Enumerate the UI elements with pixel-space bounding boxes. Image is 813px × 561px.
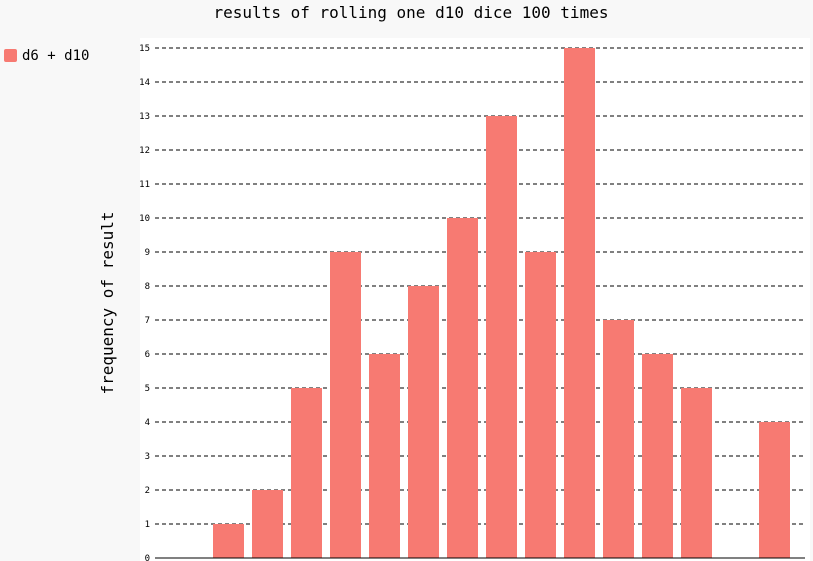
y-tick-label: 13: [139, 112, 150, 122]
bar[interactable]: [642, 354, 673, 558]
legend-swatch: [4, 49, 17, 62]
bar[interactable]: [291, 388, 322, 558]
y-tick-label: 7: [145, 316, 150, 326]
bar[interactable]: [330, 252, 361, 558]
y-tick-label: 1: [145, 520, 150, 530]
y-tick-label: 14: [139, 78, 150, 88]
bar[interactable]: [252, 490, 283, 558]
y-tick-label: 8: [145, 282, 150, 292]
bar[interactable]: [759, 422, 790, 558]
bar[interactable]: [681, 388, 712, 558]
bar[interactable]: [447, 218, 478, 558]
y-tick-label: 0: [145, 554, 150, 561]
chart-title: results of rolling one d10 dice 100 time…: [214, 3, 609, 22]
bar[interactable]: [525, 252, 556, 558]
y-tick-label: 6: [145, 350, 150, 360]
y-axis-label: frequency of result: [98, 211, 117, 394]
bar[interactable]: [486, 116, 517, 558]
y-tick-label: 9: [145, 248, 150, 258]
y-tick-label: 2: [145, 486, 150, 496]
bar[interactable]: [213, 524, 244, 558]
y-tick-label: 4: [145, 418, 150, 428]
bar[interactable]: [369, 354, 400, 558]
y-tick-label: 15: [139, 44, 150, 54]
y-tick-label: 12: [139, 146, 150, 156]
bar[interactable]: [408, 286, 439, 558]
bar[interactable]: [603, 320, 634, 558]
legend-label[interactable]: d6 + d10: [22, 48, 89, 64]
y-tick-label: 5: [145, 384, 150, 394]
y-tick-label: 11: [139, 180, 150, 190]
y-tick-label: 3: [145, 452, 150, 462]
bars: [213, 48, 790, 558]
bar[interactable]: [564, 48, 595, 558]
y-tick-label: 10: [139, 214, 150, 224]
grid-lines: [155, 47, 805, 525]
